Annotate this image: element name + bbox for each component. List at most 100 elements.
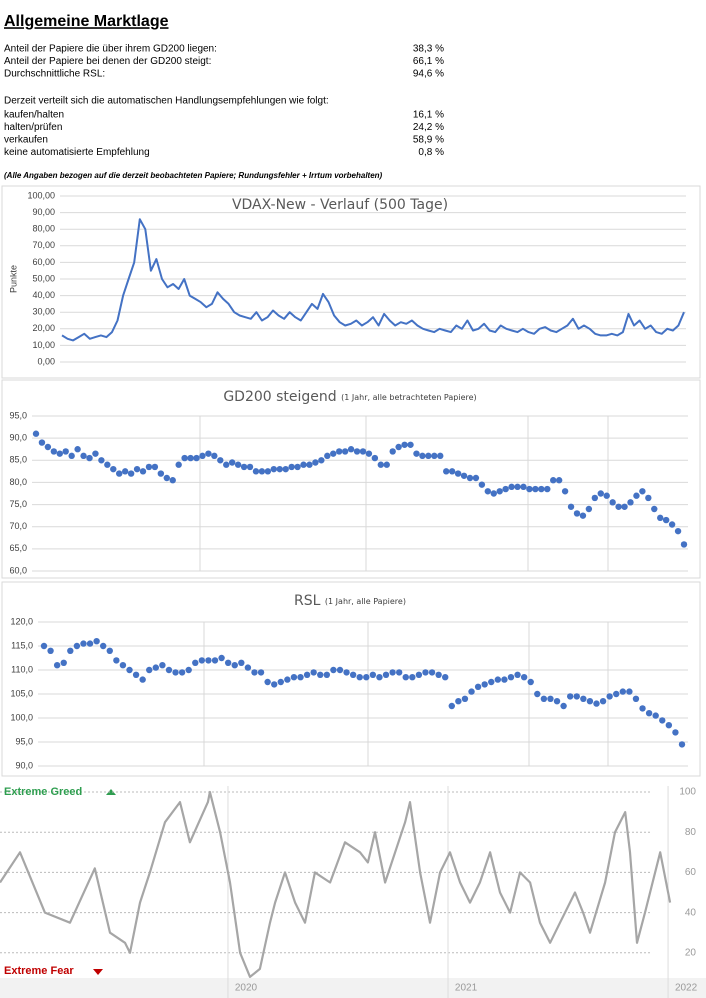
data-point <box>621 503 628 510</box>
y-tick-label: 90,00 <box>32 207 55 217</box>
y-tick-label: 20 <box>685 947 697 958</box>
data-point <box>343 669 350 676</box>
data-point <box>442 674 449 681</box>
data-point <box>303 671 311 678</box>
data-point <box>276 465 283 473</box>
data-point <box>169 477 176 484</box>
date-strip <box>0 978 706 998</box>
data-point <box>668 521 676 528</box>
data-point <box>211 657 219 664</box>
recommendation-label: keine automatisierte Empfehlung <box>4 147 150 158</box>
data-point <box>573 510 581 517</box>
data-point <box>633 492 640 499</box>
y-tick-label: 120,0 <box>10 616 33 626</box>
data-point <box>599 698 607 705</box>
chart-title: VDAX-New - Verlauf (500 Tage) <box>232 197 448 213</box>
data-point <box>632 695 640 702</box>
data-point <box>185 666 192 674</box>
data-point <box>132 671 140 678</box>
data-point <box>466 474 474 482</box>
data-point <box>448 702 455 710</box>
data-point <box>294 463 301 471</box>
data-point <box>163 474 170 482</box>
data-point <box>187 454 194 462</box>
data-point <box>99 642 107 650</box>
y-tick-label: 30,00 <box>32 307 55 317</box>
y-tick-label: 115,0 <box>11 640 33 650</box>
data-point <box>508 483 515 491</box>
data-point <box>501 676 508 683</box>
recommendation-value: 58,9 % <box>413 135 444 146</box>
data-point <box>409 674 416 681</box>
data-point <box>507 674 515 681</box>
data-point <box>181 454 188 462</box>
data-point <box>306 461 313 468</box>
data-point <box>73 642 81 650</box>
data-point <box>567 503 575 510</box>
data-point <box>540 695 548 702</box>
stat-value: 94,6 % <box>413 69 444 80</box>
data-point <box>152 664 160 671</box>
data-point <box>455 698 462 705</box>
data-point <box>678 741 686 748</box>
data-point <box>290 674 298 681</box>
data-point <box>330 666 337 674</box>
data-point <box>428 669 436 676</box>
data-point <box>32 430 40 437</box>
y-tick-label: 80,00 <box>32 224 55 234</box>
data-point <box>665 722 673 729</box>
data-point <box>401 441 408 448</box>
y-tick-label: 110,0 <box>11 664 33 674</box>
data-point <box>139 676 146 683</box>
y-tick-label: 100 <box>679 787 696 798</box>
data-point <box>422 669 429 676</box>
chart-title: RSL (1 Jahr, alle Papiere) <box>294 593 406 609</box>
data-point <box>395 443 402 451</box>
data-point <box>121 468 129 475</box>
data-point <box>257 669 265 676</box>
data-point <box>284 676 291 683</box>
recommendations-intro: Derzeit verteilt sich die automatischen … <box>4 96 329 107</box>
stat-label: Anteil der Papiere bei denen der GD200 s… <box>4 56 211 67</box>
recommendation-label: verkaufen <box>4 135 48 146</box>
data-point <box>198 657 206 664</box>
recommendation-value: 0,8 % <box>418 147 444 158</box>
data-point <box>443 468 450 475</box>
y-tick-label: 105,0 <box>10 688 33 698</box>
data-point <box>110 465 117 473</box>
data-point <box>514 483 521 491</box>
data-point <box>56 450 63 457</box>
chart-frame <box>1 581 701 777</box>
data-point <box>395 669 403 676</box>
data-point <box>62 448 69 455</box>
y-tick-label: 50,00 <box>32 273 55 283</box>
stat-label: Anteil der Papiere die über ihrem GD200 … <box>4 44 217 55</box>
recommendation-value: 24,2 % <box>413 122 444 133</box>
data-point <box>580 695 587 702</box>
data-point <box>431 452 438 460</box>
x-tick-label: 2020 <box>235 983 258 994</box>
data-point <box>193 454 200 462</box>
y-tick-label: 100,00 <box>27 190 55 200</box>
data-point <box>47 647 54 654</box>
data-point <box>566 693 574 700</box>
stat-value: 38,3 % <box>413 44 444 55</box>
recommendation-label: halten/prüfen <box>4 122 62 133</box>
data-point <box>419 452 426 460</box>
data-point <box>468 688 475 695</box>
y-tick-label: 90,0 <box>15 760 33 770</box>
data-point <box>544 485 551 493</box>
data-point <box>347 446 355 453</box>
data-point <box>389 448 396 455</box>
data-point <box>532 485 539 493</box>
footnote: (Alle Angaben bezogen auf die derzeit be… <box>4 171 383 180</box>
data-point <box>330 450 337 457</box>
data-point <box>651 505 658 513</box>
data-point <box>586 698 594 705</box>
data-point <box>53 662 61 669</box>
data-point <box>435 671 442 678</box>
data-point <box>264 468 272 475</box>
data-point <box>460 472 468 479</box>
data-point <box>86 454 93 462</box>
